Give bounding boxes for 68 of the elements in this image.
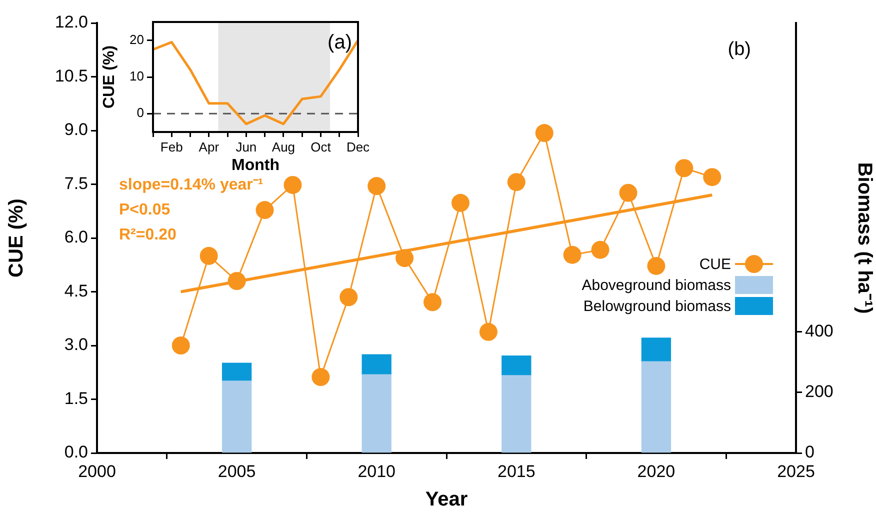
y-tick-label: 20 <box>130 32 144 47</box>
point <box>228 272 246 290</box>
point <box>368 177 386 196</box>
legend-label: CUE <box>699 256 731 272</box>
x-tick-label: Apr <box>198 139 220 154</box>
y-tick-label: 12.0 <box>54 12 88 32</box>
y2-tick-label: 200 <box>805 382 834 402</box>
x-tick-label: 2010 <box>358 462 396 481</box>
annotation: P<0.05 <box>119 201 170 218</box>
point <box>507 173 526 192</box>
point <box>619 184 638 202</box>
text: (a) <box>328 32 352 54</box>
bar <box>502 355 532 376</box>
bar <box>641 361 672 453</box>
y-tick-label: 9.0 <box>64 120 88 140</box>
y2-tick-label: 0 <box>805 442 814 462</box>
x-tick-label: 2015 <box>497 462 536 481</box>
y-tick-label: 4.5 <box>64 281 88 300</box>
x-tick-label: Jun <box>236 139 257 154</box>
point <box>563 246 582 264</box>
x-tick-label: 2020 <box>637 462 676 481</box>
point <box>451 194 470 212</box>
text: (b) <box>728 39 751 60</box>
x-tick-label: Dec <box>346 139 370 154</box>
legend-label: Aboveground biomass <box>582 276 731 294</box>
annotation: slope=0.14% year⁻¹ <box>119 176 264 194</box>
point <box>591 240 610 259</box>
bar <box>362 354 392 375</box>
bar <box>502 375 532 453</box>
bar <box>362 374 392 453</box>
point <box>675 159 694 178</box>
x-tick-label: Aug <box>272 139 296 154</box>
y-tick-label: 10.5 <box>54 66 88 86</box>
point <box>172 336 190 354</box>
annotation: R²=0.20 <box>119 226 176 244</box>
x-tick-label: 2000 <box>78 462 116 481</box>
bar <box>641 338 672 362</box>
point <box>340 288 358 306</box>
point <box>256 201 274 220</box>
y2-axis-title: Biomass (t ha⁻¹) <box>853 162 876 314</box>
point <box>396 249 414 268</box>
x-tick-label: 2025 <box>777 462 815 481</box>
point <box>647 256 666 275</box>
y-tick-label: 1.5 <box>64 388 88 408</box>
y-tick-label: 10 <box>130 68 144 84</box>
y-tick-label: 0.0 <box>64 442 88 462</box>
y-tick-label: 3.0 <box>64 335 88 354</box>
x-axis-title: Month <box>232 156 280 174</box>
point <box>535 124 554 142</box>
x-tick-label: Oct <box>310 139 332 154</box>
y-axis-title: CUE (%) <box>101 45 118 109</box>
bar <box>222 362 252 382</box>
point <box>284 176 302 194</box>
y-tick-label: 7.5 <box>64 174 88 193</box>
y-axis-title: CUE (%) <box>6 198 28 278</box>
point <box>200 246 218 265</box>
point <box>424 293 442 312</box>
point <box>479 322 498 341</box>
point <box>312 368 330 386</box>
point <box>703 168 722 186</box>
x-axis-title: Year <box>425 488 468 511</box>
x-tick-label: 2005 <box>218 462 256 481</box>
y2-tick-label: 400 <box>805 322 834 341</box>
x-tick-label: Feb <box>160 139 183 154</box>
legend-label: Belowground biomass <box>583 298 731 314</box>
y-tick-label: 6.0 <box>64 228 88 247</box>
y-tick-label: 0 <box>136 105 144 120</box>
bar <box>222 380 252 453</box>
